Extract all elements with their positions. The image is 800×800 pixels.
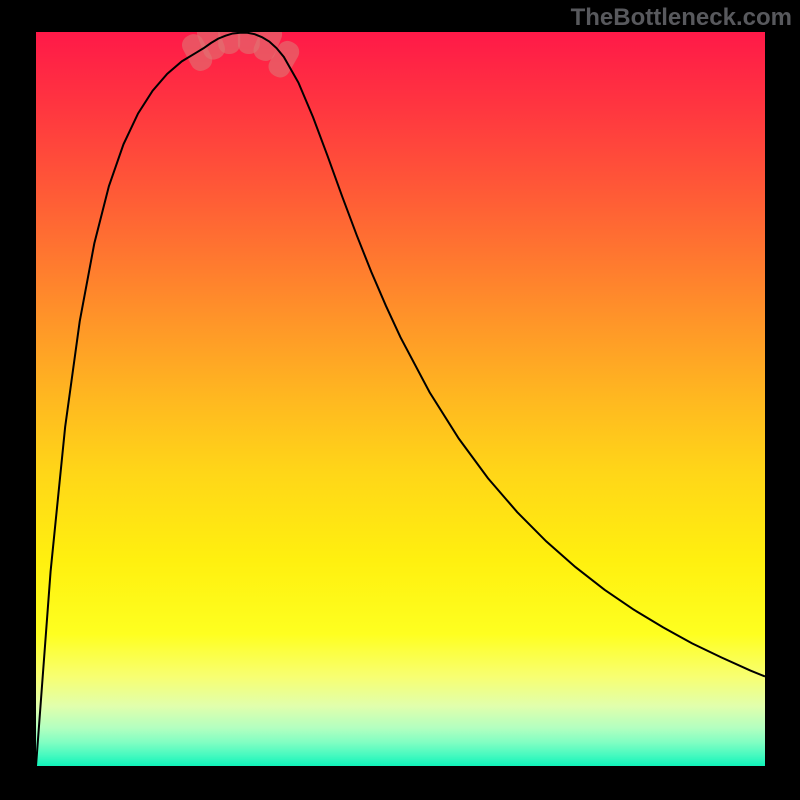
curve-layer bbox=[36, 32, 765, 766]
bottleneck-curve bbox=[36, 33, 765, 766]
figure-root: TheBottleneck.com bbox=[0, 0, 800, 800]
watermark-text: TheBottleneck.com bbox=[571, 4, 792, 32]
plot-area bbox=[36, 32, 765, 766]
